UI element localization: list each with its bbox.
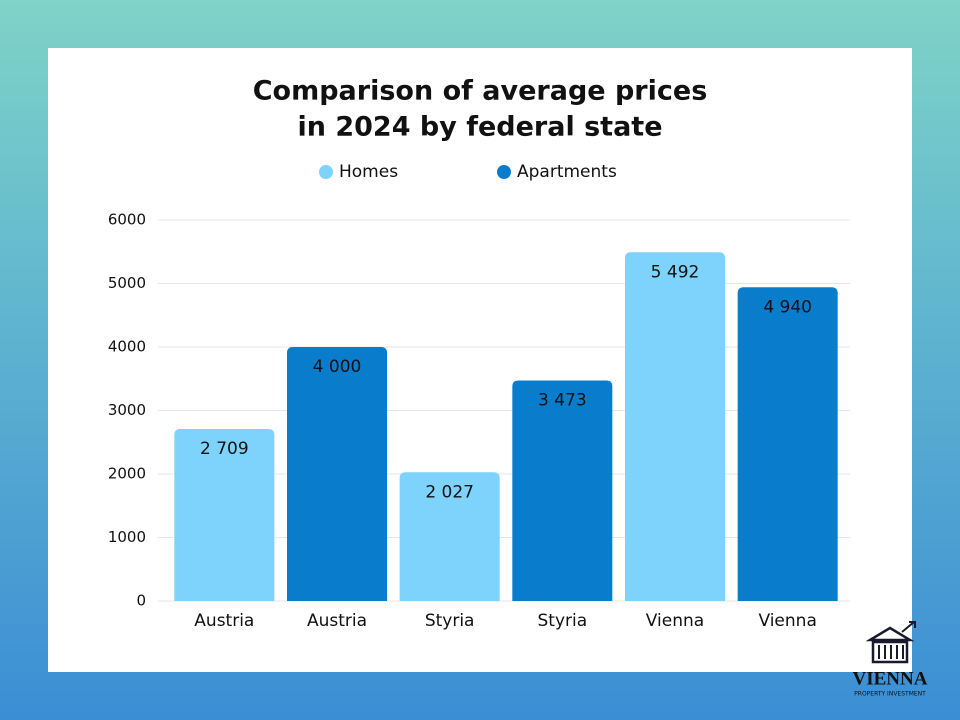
logo-name: VIENNA [853,668,928,689]
logo-tagline: PROPERTY INVESTMENT [854,691,926,698]
x-tick-label: Austria [194,611,254,631]
bar [399,472,500,601]
bar [737,287,838,601]
y-tick-label: 5000 [108,274,146,292]
data-label: 3 473 [538,390,587,410]
chart-title: in 2024 by federal state [297,112,662,143]
bar [287,347,387,601]
data-label: 2 027 [425,482,474,502]
legend-label: Homes [339,162,398,182]
x-tick-label: Vienna [758,611,816,631]
logo-icon [878,621,916,659]
logo: VIENNA PROPERTY INVESTMENT [853,621,928,698]
y-tick-label: 6000 [108,211,146,229]
legend-marker [319,165,333,179]
y-tick-label: 1000 [108,528,146,546]
legend-label: Apartments [517,162,617,182]
x-tick-label: Styria [538,611,588,631]
logo-icon [865,626,915,664]
data-label: 4 000 [313,357,362,377]
data-label: 2 709 [200,439,249,459]
bar [512,380,613,601]
y-tick-label: 0 [136,592,146,610]
data-label: 4 940 [763,297,812,317]
x-tick-label: Styria [425,611,475,631]
bar [174,428,275,601]
x-tick-label: Austria [307,611,367,631]
bar [625,252,725,601]
legend-marker [497,165,511,179]
y-tick-label: 3000 [108,401,146,419]
y-tick-label: 4000 [108,338,146,356]
chart-title: Comparison of average prices [253,76,708,107]
y-tick-label: 2000 [108,465,146,483]
x-tick-label: Vienna [646,611,704,631]
data-label: 5 492 [651,262,700,282]
